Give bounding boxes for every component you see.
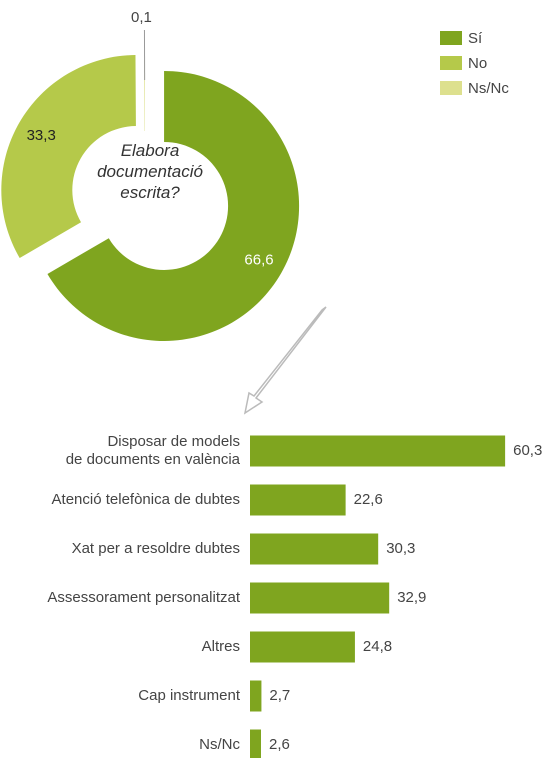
category-label: Atenció telefònica de dubtes — [51, 491, 240, 508]
bar — [250, 631, 355, 663]
slice-label: 0,1 — [131, 9, 152, 26]
value-label: 2,7 — [269, 687, 290, 704]
value-label: 30,3 — [386, 540, 415, 557]
value-label: 60,3 — [513, 442, 542, 459]
slice-label: 66,6 — [244, 251, 273, 268]
bar — [250, 533, 379, 565]
value-label: 24,8 — [363, 638, 392, 655]
bar — [250, 582, 390, 614]
value-label: 22,6 — [354, 491, 383, 508]
bar — [250, 484, 346, 516]
donut-title: Elabora documentació escrita? — [97, 141, 203, 202]
bar — [250, 680, 262, 712]
bar — [250, 435, 506, 467]
category-label: Assessorament personalitzat — [47, 589, 240, 606]
value-label: 2,6 — [269, 736, 290, 753]
legend-label: No — [468, 55, 487, 72]
category-label: Ns/Nc — [199, 736, 240, 753]
donut-slice — [1, 55, 136, 259]
bar — [250, 729, 261, 758]
legend-swatch — [440, 56, 462, 70]
category-label: Altres — [201, 638, 240, 655]
category-label: Disposar de models de documents en valèn… — [65, 433, 240, 468]
legend-swatch — [440, 31, 462, 45]
legend-swatch — [440, 81, 462, 95]
category-label: Xat per a resoldre dubtes — [71, 540, 240, 557]
arrow — [243, 306, 327, 415]
category-label: Cap instrument — [138, 687, 240, 704]
donut-slice — [47, 70, 300, 341]
legend-label: Sí — [468, 30, 483, 47]
legend-label: Ns/Nc — [468, 80, 509, 97]
slice-label: 33,3 — [27, 127, 56, 144]
value-label: 32,9 — [397, 589, 426, 606]
